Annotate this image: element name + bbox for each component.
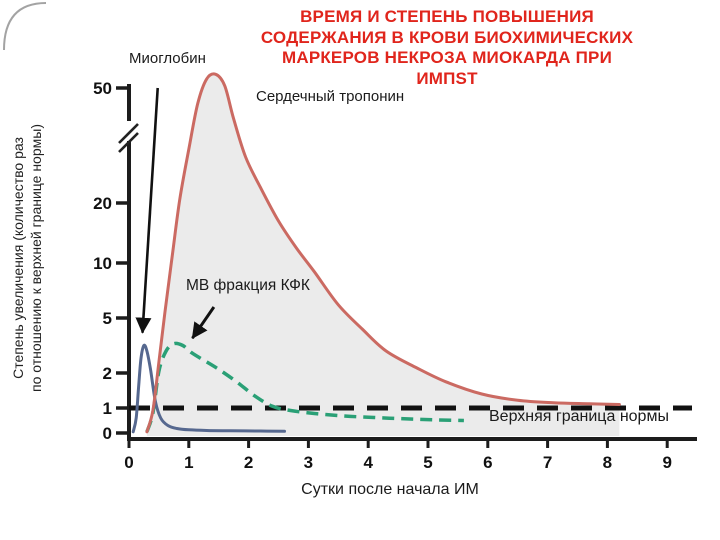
y-tick-label: 1 — [103, 399, 112, 418]
y-axis-title: Степень увеличения (количество раз по от… — [9, 58, 47, 458]
x-tick-label: 1 — [184, 453, 193, 472]
x-tick-label: 6 — [483, 453, 492, 472]
y-tick-label: 0 — [103, 424, 112, 443]
myoglobin-curve — [131, 343, 286, 434]
y-tick-label: 50 — [93, 79, 112, 98]
mb-ck-curve — [145, 341, 464, 433]
troponin-area-fill — [146, 73, 620, 436]
x-tick-label: 2 — [244, 453, 253, 472]
x-axis-title: Сутки после начала ИМ — [301, 481, 479, 498]
x-tick-label: 7 — [543, 453, 552, 472]
x-tick-label: 9 — [662, 453, 671, 472]
title-line-1: ВРЕМЯ И СТЕПЕНЬ ПОВЫШЕНИЯ — [300, 7, 594, 26]
normal-limit-label: Верхняя граница нормы — [489, 408, 669, 425]
slide-title: ВРЕМЯ И СТЕПЕНЬ ПОВЫШЕНИЯ СОДЕРЖАНИЯ В К… — [180, 7, 714, 89]
slide-corner — [3, 2, 47, 51]
mb-ck-arrow — [191, 306, 216, 340]
y-tick-label: 10 — [93, 254, 112, 273]
x-tick-label: 5 — [423, 453, 432, 472]
title-line-4: ИМПST — [416, 68, 478, 88]
axis-break-slash — [118, 123, 139, 144]
myoglobin-label: Миоглобин — [129, 50, 206, 67]
x-tick-label: 4 — [363, 453, 373, 472]
title-line-2: СОДЕРЖАНИЯ В КРОВИ БИОХИМИЧЕСКИХ — [260, 27, 634, 47]
troponin-label: Сердечный тропонин — [256, 88, 405, 105]
mb-ck-label: МВ фракция КФК — [186, 277, 310, 294]
y-tick-label: 20 — [93, 194, 112, 213]
title-line-3: МАРКЕРОВ НЕКРОЗА МИОКАРДА ПРИ — [281, 48, 613, 67]
x-tick-label: 3 — [304, 453, 313, 472]
y-tick-label: 2 — [103, 364, 112, 383]
y-tick-label: 5 — [103, 309, 112, 328]
y-axis-title-line-2: по отношению к верхней границе нормы) — [28, 124, 44, 392]
axis-break-slash — [118, 132, 139, 153]
myoglobin-arrow — [135, 87, 159, 334]
troponin-curve — [145, 72, 621, 434]
y-axis-title-line-1: Степень увеличения (количество раз — [10, 137, 26, 379]
x-tick-label: 0 — [124, 453, 133, 472]
x-tick-label: 8 — [603, 453, 612, 472]
